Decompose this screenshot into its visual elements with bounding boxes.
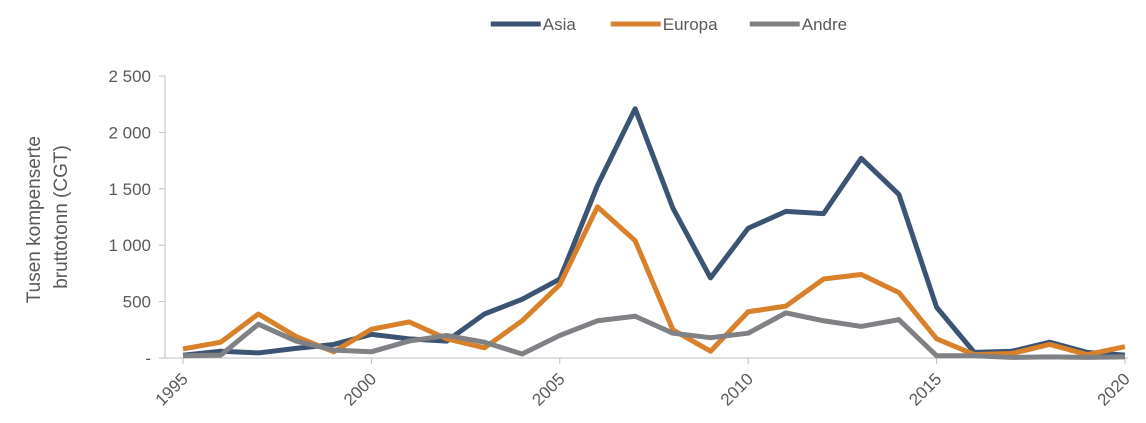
series-line bbox=[182, 204, 1126, 358]
x-tick-label: 2010 bbox=[717, 369, 757, 409]
x-tick-label: 2005 bbox=[528, 369, 568, 409]
legend-label: Andre bbox=[802, 15, 847, 34]
y-axis-label-line: bruttotonn (CGT) bbox=[51, 145, 72, 289]
legend-label: Asia bbox=[543, 15, 577, 34]
y-axis-label-line: Tusen kompenserte bbox=[24, 136, 45, 303]
series-line bbox=[182, 310, 1126, 360]
series-line bbox=[182, 106, 1126, 358]
x-tick-label: 2015 bbox=[905, 369, 945, 409]
x-tick-label: 2000 bbox=[340, 369, 380, 409]
x-tick-label: 2020 bbox=[1094, 369, 1134, 409]
x-tick-label: 1995 bbox=[152, 369, 192, 409]
y-tick-label: 1 000 bbox=[108, 236, 151, 255]
y-tick-label: 2 500 bbox=[108, 67, 151, 86]
y-tick-label: 2 000 bbox=[108, 123, 151, 142]
y-tick-label: 500 bbox=[123, 293, 151, 312]
legend-label: Europa bbox=[663, 15, 718, 34]
y-axis-label: Tusen kompenserte bruttotonn (CGT) bbox=[24, 131, 72, 304]
y-tick-label: 1 500 bbox=[108, 180, 151, 199]
y-tick-label: - bbox=[145, 349, 151, 368]
